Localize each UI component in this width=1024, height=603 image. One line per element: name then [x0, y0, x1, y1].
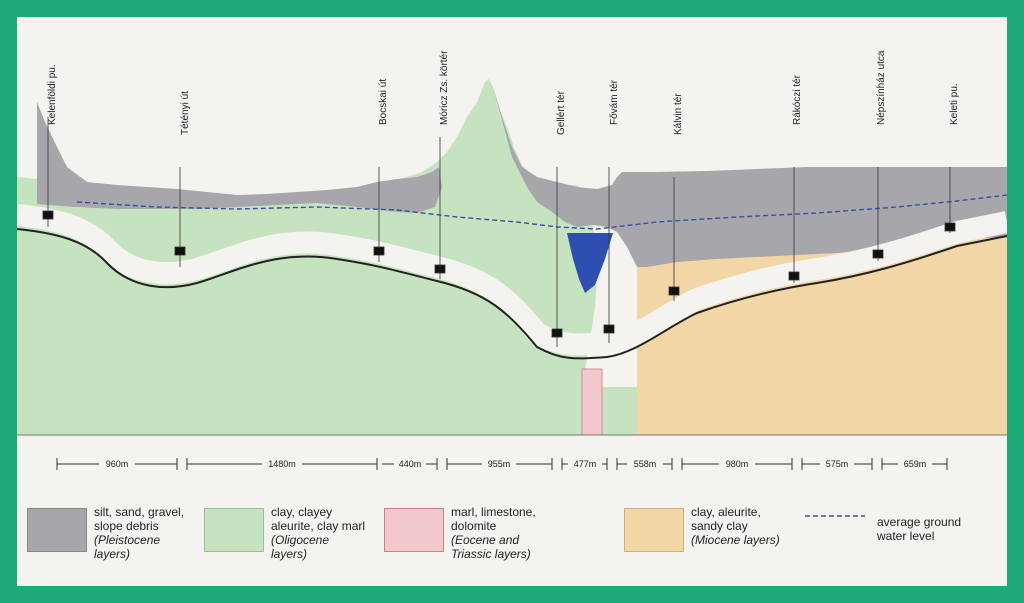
eocene-swatch — [384, 508, 444, 552]
legend-text: water level — [877, 529, 935, 543]
distance-label: 955m — [488, 459, 511, 469]
station-label: Kálvin tér — [673, 93, 684, 135]
legend-text: sandy clay — [691, 519, 748, 533]
legend-text: clay, clayey — [271, 505, 333, 519]
station-label: Kelenföldi pu. — [47, 64, 58, 125]
station-label: Bocskai út — [378, 79, 389, 125]
miocene-swatch — [624, 508, 684, 552]
legend-text: marl, limestone, — [451, 505, 536, 519]
distance-label: 980m — [726, 459, 749, 469]
legend-text: clay, aleurite, — [691, 505, 761, 519]
station-boreholes — [42, 117, 956, 347]
legend-text: slope debris — [94, 519, 159, 533]
station-label: Móricz Zs. körtér — [439, 50, 450, 125]
legend-text: dolomite — [451, 519, 497, 533]
distance-label: 960m — [106, 459, 129, 469]
pleistocene-swatch — [27, 508, 87, 552]
oligocene-swatch — [204, 508, 264, 552]
distance-label: 477m — [574, 459, 597, 469]
legend-text: aleurite, clay marl — [271, 519, 366, 533]
legend-text: layers) — [271, 547, 308, 561]
legend-text: (Eocene and — [451, 533, 520, 547]
station-labels: Kelenföldi pu. Tétényi út Bocskai út Mór… — [47, 50, 960, 135]
legend-text: silt, sand, gravel, — [94, 505, 185, 519]
distance-label: 659m — [904, 459, 927, 469]
pleistocene-layer-right — [493, 87, 1007, 267]
danube-river — [567, 233, 613, 293]
legend-text: average ground — [877, 515, 962, 529]
legend-text: (Miocene layers) — [691, 533, 780, 547]
tunnel-line — [17, 228, 1007, 360]
station-label: Tétényi út — [180, 91, 191, 135]
distance-label: 1480m — [268, 459, 296, 469]
legend-text: layers) — [94, 547, 131, 561]
legend-text: Triassic layers) — [451, 547, 531, 561]
diagram-frame: Kelenföldi pu. Tétényi út Bocskai út Mór… — [17, 17, 1007, 586]
station-label: Népszínház utca — [876, 50, 887, 125]
distance-label: 575m — [826, 459, 849, 469]
distance-scale: 960m 1480m 440m 955m 477m 558m 980m 575m… — [56, 458, 948, 470]
eocene-block — [581, 368, 603, 436]
tunnel-band — [17, 204, 1007, 356]
distance-label: 440m — [399, 459, 422, 469]
station-label: Rákóczi tér — [792, 74, 803, 125]
geological-cross-section: Kelenföldi pu. Tétényi út Bocskai út Mór… — [17, 50, 1007, 436]
distance-label: 558m — [634, 459, 657, 469]
legend-text: (Oligocene — [271, 533, 330, 547]
station-label: Keleti pu. — [949, 83, 960, 125]
groundwater-swatch — [805, 515, 865, 517]
station-label: Fővám tér — [609, 79, 620, 125]
legend-text: (Pleistocene — [94, 533, 161, 547]
station-label: Gellért tér — [556, 90, 567, 135]
